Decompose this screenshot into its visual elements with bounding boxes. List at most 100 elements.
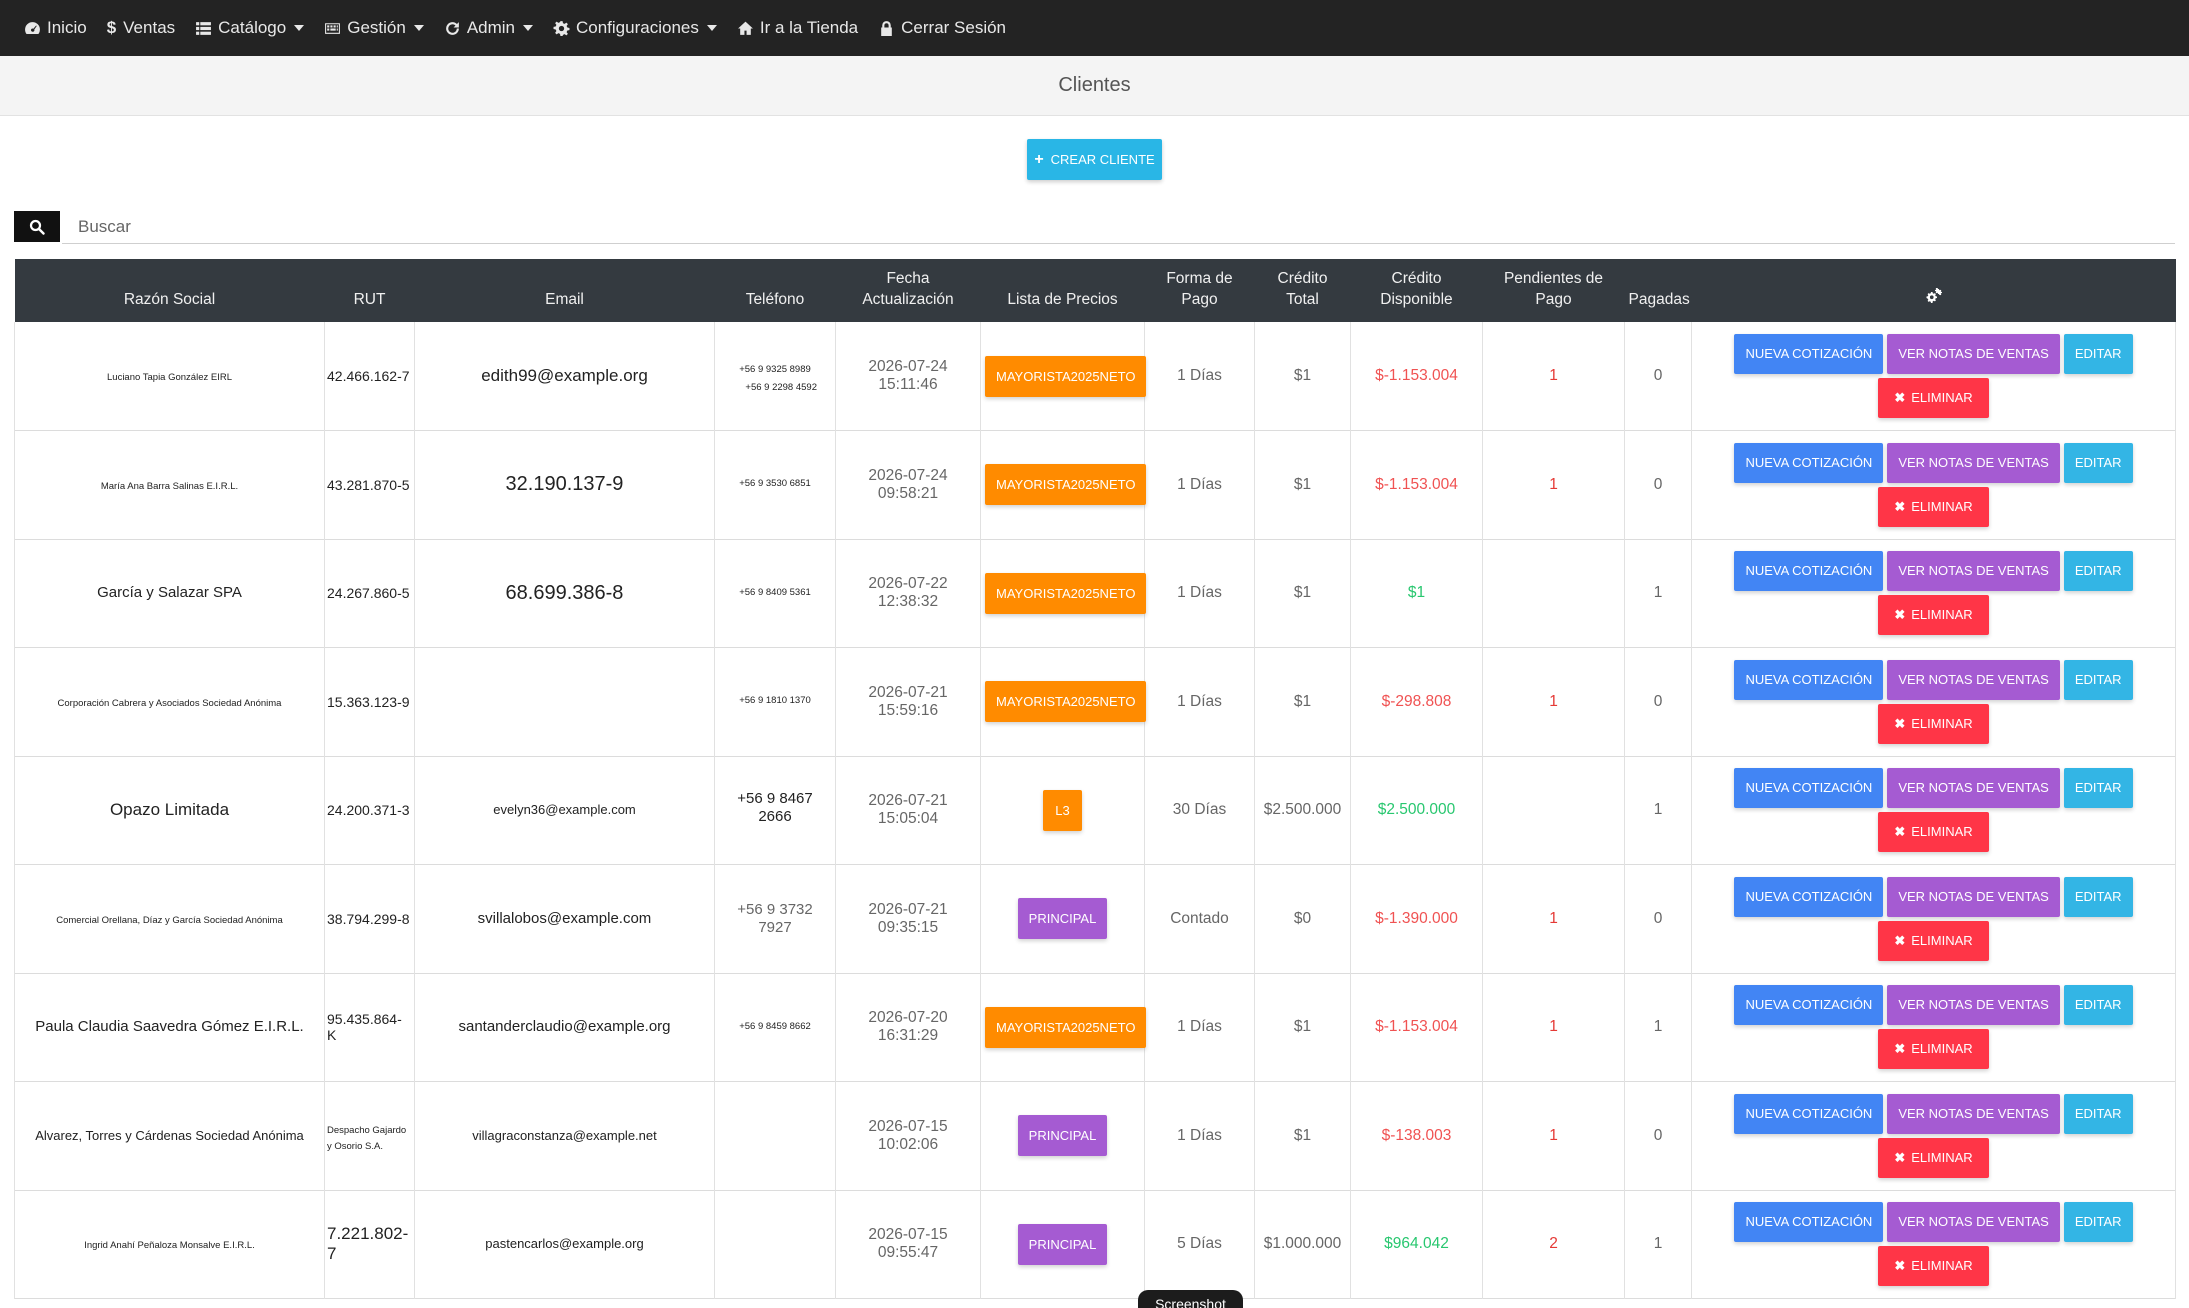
editar-button[interactable]: EDITAR (2063, 985, 2133, 1026)
cell-lista-precios: PRINCIPAL (980, 1081, 1145, 1190)
fecha-time: 09:58:21 (877, 484, 939, 502)
header-telefono[interactable]: Teléfono (745, 291, 805, 308)
table-row: Comercial Orellana, Díaz y García Socied… (14, 864, 2176, 973)
nav-tienda[interactable]: Ir a la Tienda (737, 18, 858, 38)
header-pagadas[interactable]: Pagadas (1628, 291, 1690, 308)
cell-pagadas: 1 (1624, 1190, 1692, 1299)
ver-notas-ventas-button[interactable]: VER NOTAS DE VENTAS (1887, 659, 2060, 700)
cell-lista-precios: PRINCIPAL (980, 864, 1145, 973)
price-list-badge: L3 (1043, 789, 1082, 831)
close-icon: ✖ (1894, 1258, 1906, 1274)
header-credito-total[interactable]: Crédito Total (1255, 259, 1351, 322)
close-icon: ✖ (1894, 607, 1906, 623)
cell-credito-total: $1 (1254, 539, 1351, 648)
price-list-badge: MAYORISTA2025NETO (985, 681, 1147, 723)
screenshot-tab[interactable]: Screenshot (1138, 1290, 1243, 1308)
header-forma-pago-l1: Forma de (1166, 270, 1233, 287)
nav-ventas[interactable]: $ Ventas (107, 18, 175, 38)
cell-actions: NUEVA COTIZACIÓN VER NOTAS DE VENTAS EDI… (1691, 1081, 2176, 1190)
editar-button[interactable]: EDITAR (2063, 551, 2133, 592)
table-header-row: Razón Social RUT Email Teléfono Fecha Ac… (14, 259, 2176, 322)
cell-credito-disponible: $1 (1350, 539, 1483, 648)
header-credito-disp-l2: Disponible (1380, 291, 1453, 308)
credito-disponible-text: $-298.808 (1381, 692, 1452, 710)
nueva-cotizacion-button[interactable]: NUEVA COTIZACIÓN (1734, 876, 1884, 917)
cell-telefono: +56 9 1810 1370 (714, 647, 836, 756)
editar-button[interactable]: EDITAR (2063, 1093, 2133, 1134)
eliminar-button[interactable]: ✖ ELIMINAR (1878, 595, 1989, 636)
telefono-line1: +56 9 8409 5361 (739, 586, 811, 598)
ver-notas-ventas-button[interactable]: VER NOTAS DE VENTAS (1887, 768, 2060, 809)
header-rut[interactable]: RUT (353, 291, 386, 308)
header-credito-disponible[interactable]: Crédito Disponible (1351, 259, 1483, 322)
nueva-cotizacion-button[interactable]: NUEVA COTIZACIÓN (1734, 442, 1884, 483)
close-icon: ✖ (1894, 824, 1906, 840)
nueva-cotizacion-button[interactable]: NUEVA COTIZACIÓN (1734, 1093, 1884, 1134)
eliminar-button[interactable]: ✖ ELIMINAR (1878, 1246, 1989, 1287)
create-client-button[interactable]: + CREAR CLIENTE (1027, 139, 1162, 180)
header-forma-pago[interactable]: Forma de Pago (1145, 259, 1255, 322)
header-fecha[interactable]: Fecha Actualización (862, 270, 954, 308)
credito-total-text: $1 (1293, 692, 1312, 710)
eliminar-button[interactable]: ✖ ELIMINAR (1878, 1029, 1989, 1070)
forma-pago-text: 1 Días (1177, 367, 1222, 384)
nueva-cotizacion-button[interactable]: NUEVA COTIZACIÓN (1734, 334, 1884, 374)
cell-actions: NUEVA COTIZACIÓN VER NOTAS DE VENTAS EDI… (1691, 647, 2176, 756)
nav-configuraciones[interactable]: Configuraciones (553, 18, 717, 38)
eliminar-button[interactable]: ✖ ELIMINAR (1878, 378, 1989, 418)
editar-button[interactable]: EDITAR (2063, 659, 2133, 700)
nav-logout[interactable]: Cerrar Sesión (878, 18, 1006, 38)
header-pendientes[interactable]: Pendientes de Pago (1483, 259, 1625, 322)
fecha-time: 10:02:06 (877, 1135, 939, 1153)
pagadas-text: 0 (1653, 692, 1663, 710)
cell-email: evelyn36@example.com (414, 756, 715, 865)
editar-button[interactable]: EDITAR (2063, 876, 2133, 917)
cell-credito-disponible: $-1.153.004 (1350, 973, 1483, 1082)
editar-button[interactable]: EDITAR (2063, 442, 2133, 483)
pagadas-text: 0 (1653, 909, 1663, 927)
ver-notas-ventas-button[interactable]: VER NOTAS DE VENTAS (1887, 1093, 2060, 1134)
header-lista-precios[interactable]: Lista de Precios (1007, 291, 1118, 308)
ver-notas-ventas-button[interactable]: VER NOTAS DE VENTAS (1887, 551, 2060, 592)
pendientes-text: 2 (1549, 1235, 1558, 1253)
fecha-time: 09:55:47 (877, 1244, 939, 1262)
header-pendientes-l1: Pendientes de (1503, 270, 1604, 287)
editar-button[interactable]: EDITAR (2063, 768, 2133, 809)
cell-fecha: 2026-07-24 09:58:21 (835, 430, 981, 539)
eliminar-button[interactable]: ✖ ELIMINAR (1878, 1137, 1989, 1178)
rut-text: 38.794.299-8 (327, 910, 410, 927)
eliminar-button[interactable]: ✖ ELIMINAR (1878, 812, 1989, 853)
forma-pago-text: Contado (1170, 909, 1229, 927)
nueva-cotizacion-button[interactable]: NUEVA COTIZACIÓN (1734, 659, 1884, 700)
search-icon (29, 219, 45, 235)
ver-notas-ventas-button[interactable]: VER NOTAS DE VENTAS (1887, 1202, 2060, 1243)
nueva-cotizacion-button[interactable]: NUEVA COTIZACIÓN (1734, 1202, 1884, 1243)
header-email[interactable]: Email (545, 291, 584, 308)
nueva-cotizacion-button[interactable]: NUEVA COTIZACIÓN (1734, 985, 1884, 1026)
cell-forma-pago: 1 Días (1144, 1081, 1255, 1190)
nav-inicio[interactable]: Inicio (24, 18, 87, 38)
nav-catalogo[interactable]: Catálogo (195, 18, 305, 38)
header-razon-social[interactable]: Razón Social (123, 291, 216, 308)
eliminar-button[interactable]: ✖ ELIMINAR (1878, 486, 1989, 527)
razon-social-text: María Ana Barra Salinas E.I.R.L. (100, 480, 239, 492)
nav-admin[interactable]: Admin (444, 18, 533, 38)
eliminar-button[interactable]: ✖ ELIMINAR (1878, 920, 1989, 961)
editar-button[interactable]: EDITAR (2063, 334, 2133, 374)
nueva-cotizacion-button[interactable]: NUEVA COTIZACIÓN (1734, 551, 1884, 592)
eliminar-button[interactable]: ✖ ELIMINAR (1878, 703, 1989, 744)
editar-button[interactable]: EDITAR (2063, 1202, 2133, 1243)
ver-notas-ventas-button[interactable]: VER NOTAS DE VENTAS (1887, 985, 2060, 1026)
top-navbar: Inicio $ Ventas Catálogo Gestión Admin C… (0, 0, 2189, 56)
cell-fecha: 2026-07-21 09:35:15 (835, 864, 981, 973)
ver-notas-ventas-button[interactable]: VER NOTAS DE VENTAS (1887, 334, 2060, 374)
search-button[interactable] (14, 211, 60, 242)
pagadas-text: 1 (1653, 1235, 1663, 1253)
cell-lista-precios: MAYORISTA2025NETO (980, 322, 1147, 431)
ver-notas-ventas-button[interactable]: VER NOTAS DE VENTAS (1887, 442, 2060, 483)
search-input[interactable] (62, 210, 2175, 244)
nav-gestion[interactable]: Gestión (324, 18, 424, 38)
nueva-cotizacion-button[interactable]: NUEVA COTIZACIÓN (1734, 768, 1884, 809)
cell-pendientes: 1 (1482, 430, 1625, 539)
ver-notas-ventas-button[interactable]: VER NOTAS DE VENTAS (1887, 876, 2060, 917)
